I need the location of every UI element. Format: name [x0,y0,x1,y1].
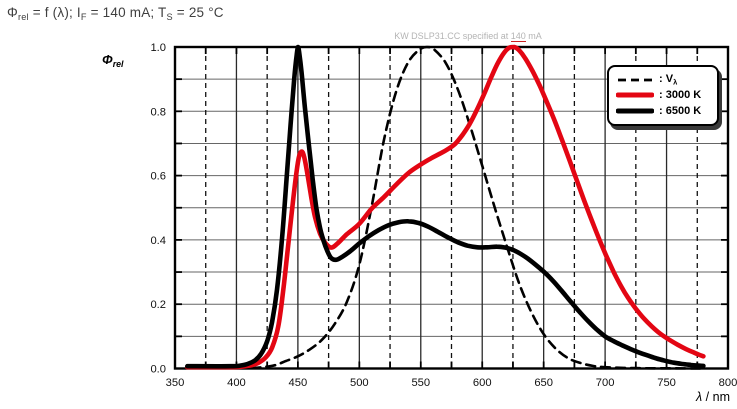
text-segment: F [80,12,87,23]
text-segment: = 25 °C [172,5,224,20]
y-tick-label: 0.4 [150,235,166,247]
curve-3000-k [185,44,706,370]
legend-label: : 6500 K [659,105,701,117]
x-axis-label: λ / nm [660,390,730,404]
x-tick-label: 600 [473,377,492,389]
x-tick-label: 800 [719,377,737,389]
y-tick-label: 0.8 [150,106,166,118]
x-tick-labels: 350 400 450 500 550 600 650 700 750 800 [166,377,737,389]
text-segment: λ [696,390,703,404]
watermark-text: KW DSLP31.CC specified at 140 mA [333,31,603,42]
text-segment: / nm [702,390,730,404]
legend-swatch-3000-k [616,92,654,98]
text-segment: Φ [102,52,113,67]
y-tick-label: 0.0 [150,364,166,376]
y-tick-label: 1.0 [150,42,166,54]
text-segment: rel [17,12,29,23]
x-tick-label: 450 [289,377,308,389]
legend-item-6500-k: : 6500 K [616,103,715,119]
x-tick-label: 400 [227,377,246,389]
text-segment: : 6500 K [659,104,702,117]
text-segment: = f (λ); I [28,5,81,20]
legend-swatch-v-lambda [618,78,652,82]
y-tick-label: 0.6 [150,171,166,183]
x-tick-label: 650 [534,377,553,389]
text-segment: KW DSLP31.CC specified at [394,31,511,41]
chart-title: Φrel = f (λ); IF = 140 mA; TS = 25 °C [7,5,224,22]
text-segment: rel [112,59,124,70]
legend-item-3000-k: : 3000 K [616,88,715,104]
text-segment: S [166,12,173,23]
legend-label: : Vλ [659,73,677,87]
x-tick-label: 550 [411,377,430,389]
curve-6500-k [185,44,706,369]
plot-border [173,45,730,370]
text-segment: Φ [7,5,18,20]
legend-item-v-lambda: : Vλ [616,72,715,88]
curve-v-lambda [235,45,705,370]
text-segment: λ [673,77,678,87]
text-segment: : V [659,72,674,85]
y-tick-label: 0.2 [150,299,166,311]
text-segment: : 3000 K [659,89,702,102]
y-tick-labels: 1.0 0.8 0.6 0.4 0.2 0.0 [150,42,166,376]
y-axis-label: Φrel [102,52,124,69]
legend: : Vλ : 3000 K : 6500 K [607,65,719,126]
legend-label: : 3000 K [659,89,701,101]
grid-lines [175,47,728,369]
x-tick-label: 700 [596,377,615,389]
text-segment: = 140 mA; T [86,5,167,20]
text-segment: mA [525,31,542,41]
x-tick-label: 750 [657,377,676,389]
legend-swatch-6500-k [616,108,654,114]
text-segment: 140 [510,31,526,42]
x-tick-label: 350 [166,377,185,389]
x-tick-label: 500 [350,377,369,389]
